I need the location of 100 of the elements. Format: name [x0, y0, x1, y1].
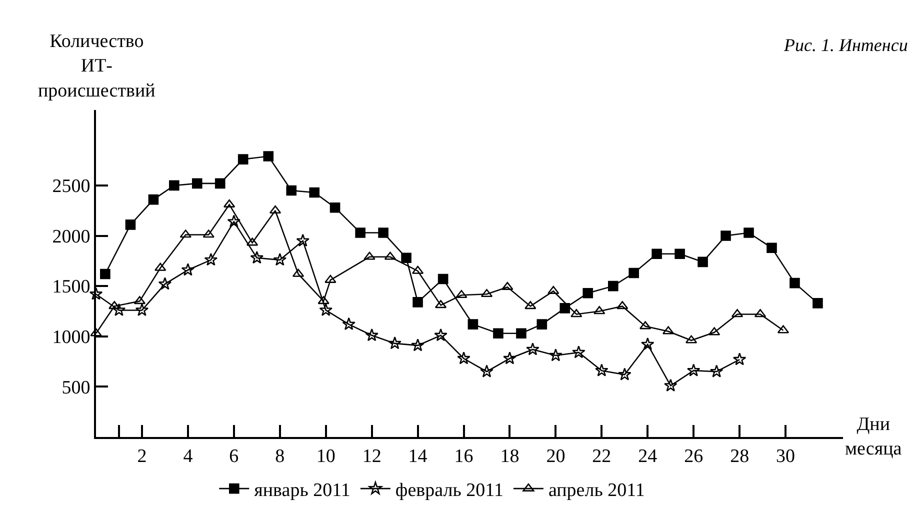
x-tick-label: 2 [137, 446, 147, 467]
point [378, 228, 388, 238]
point [618, 368, 632, 380]
point [158, 277, 172, 290]
y-tick-label: 500 [62, 377, 90, 398]
point [108, 301, 120, 310]
point [628, 268, 639, 278]
x-tick-label: 24 [638, 446, 658, 467]
x-axis-title: Дни месяца [845, 414, 902, 460]
point [480, 364, 494, 378]
point [318, 296, 330, 304]
point [181, 263, 195, 276]
point [238, 154, 248, 164]
point [401, 252, 412, 264]
point [412, 297, 423, 308]
point [411, 338, 424, 352]
point [664, 378, 678, 392]
legend-label: январь 2011 [254, 480, 350, 501]
x-tick-label: 12 [362, 446, 382, 467]
point [438, 274, 448, 284]
point [125, 220, 136, 230]
point [148, 194, 159, 205]
point [364, 252, 376, 260]
x-tick-label: 16 [454, 446, 474, 467]
legend-label: февраль 2011 [395, 480, 504, 501]
point [686, 364, 700, 376]
point [720, 230, 731, 241]
point [169, 180, 180, 191]
point [536, 319, 548, 330]
point [480, 288, 493, 298]
point [524, 301, 536, 310]
point [652, 248, 662, 260]
point [324, 274, 336, 283]
point [135, 303, 149, 316]
x-tick-label: 18 [500, 446, 520, 467]
x-tick-label: 20 [546, 446, 566, 467]
point [812, 298, 823, 308]
text: Рис. 1. Интенси [783, 35, 908, 55]
point [342, 317, 356, 330]
point [572, 346, 586, 358]
y-tick-label: 2000 [52, 226, 90, 248]
x-tick-label: 4 [183, 446, 194, 467]
point [204, 252, 218, 266]
point [89, 287, 103, 300]
x-tick-label: 10 [316, 446, 336, 467]
point [112, 303, 126, 316]
point [640, 337, 654, 350]
point [296, 234, 310, 247]
point [608, 280, 618, 292]
point [468, 319, 478, 330]
point [365, 328, 378, 342]
point [616, 301, 628, 310]
point [744, 228, 754, 238]
point [457, 352, 470, 364]
point [493, 328, 504, 339]
point [250, 250, 264, 264]
point [503, 352, 516, 364]
point [570, 309, 582, 318]
point [549, 348, 562, 362]
point [516, 328, 526, 339]
point [434, 328, 448, 342]
legend-label: апрель 2011 [548, 480, 645, 501]
x-tick-label: 22 [592, 446, 612, 467]
x-tick-label: 8 [275, 446, 285, 467]
x-tick-label: 26 [684, 446, 704, 467]
point [286, 185, 297, 196]
point [548, 286, 560, 294]
point [790, 278, 800, 288]
point [90, 328, 102, 336]
point [594, 306, 606, 314]
y-tick-label: 1500 [52, 276, 90, 298]
point [192, 178, 202, 189]
point [263, 151, 274, 162]
point [100, 268, 110, 280]
y-tick-label: 1000 [52, 327, 90, 348]
y-axis-title: Количество ИТ-происшествий [38, 31, 156, 102]
point [154, 262, 166, 271]
x-tick-label: 14 [408, 446, 428, 467]
point [595, 364, 608, 376]
point [560, 303, 570, 314]
point [698, 256, 708, 268]
x-tick-label: 28 [730, 446, 750, 467]
point [582, 288, 594, 298]
point [214, 178, 226, 189]
x-tick-label: 30 [776, 446, 796, 467]
point [388, 336, 402, 350]
point [674, 248, 685, 260]
point [502, 282, 514, 290]
point [273, 252, 287, 266]
point [330, 202, 340, 213]
point [456, 290, 468, 298]
point [355, 228, 366, 238]
point [319, 303, 332, 316]
y-tick-label: 2500 [52, 176, 90, 198]
point [710, 364, 724, 378]
point [227, 214, 241, 228]
point [732, 352, 746, 366]
point [766, 242, 777, 253]
x-tick-label: 6 [229, 446, 239, 467]
point [180, 230, 192, 238]
